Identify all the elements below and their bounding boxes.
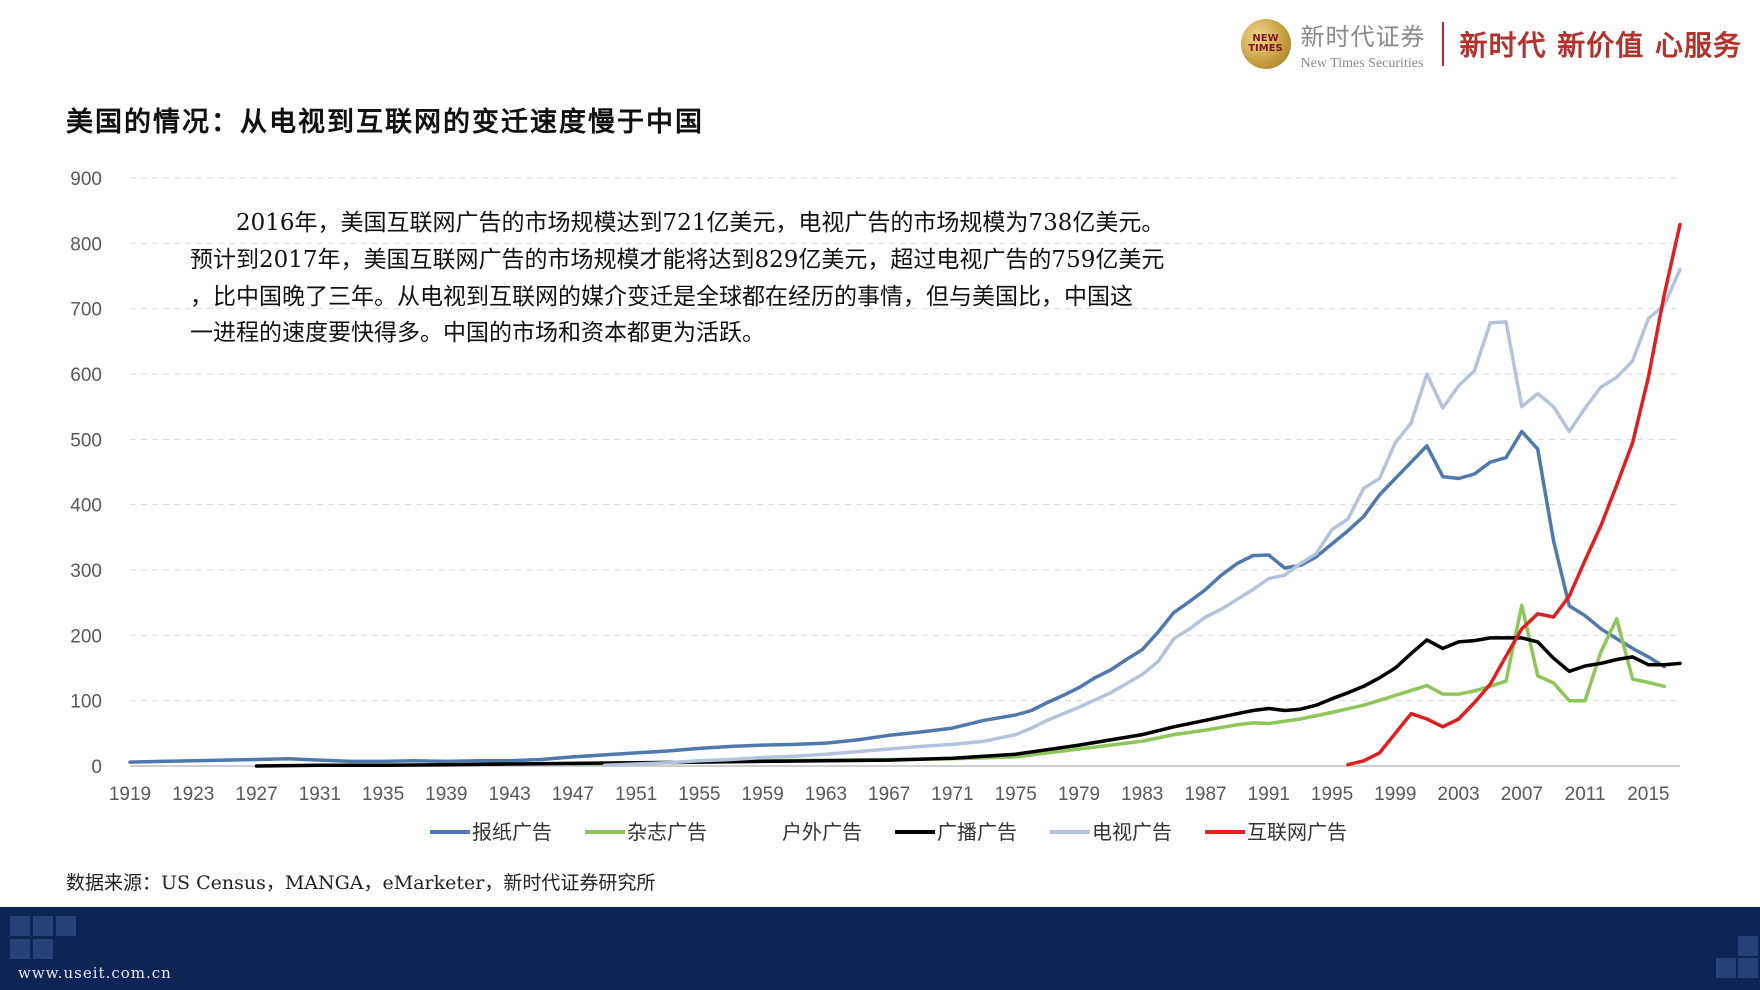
x-tick-label: 1935 bbox=[362, 784, 404, 805]
y-tick-label: 700 bbox=[70, 300, 102, 321]
x-tick-label: 1951 bbox=[615, 784, 657, 805]
footer-url: www.useit.com.cn bbox=[18, 964, 172, 982]
y-tick-label: 500 bbox=[70, 430, 102, 451]
brand-name-en: New Times Securities bbox=[1300, 55, 1424, 71]
footer-decor-square bbox=[1716, 958, 1736, 978]
x-tick-label: 1991 bbox=[1248, 784, 1290, 805]
x-tick-label: 1975 bbox=[995, 784, 1037, 805]
header-logo: NEW TIMES 新时代证券 New Times Securities 新时代… bbox=[1240, 14, 1743, 74]
brand-name-cn: 新时代证券 bbox=[1300, 22, 1426, 51]
y-tick-label: 300 bbox=[70, 561, 102, 582]
footer-decor-square bbox=[10, 916, 30, 936]
y-tick-label: 900 bbox=[70, 169, 102, 190]
x-tick-label: 1919 bbox=[109, 784, 151, 805]
footer-bar bbox=[0, 907, 1760, 990]
x-tick-label: 1923 bbox=[172, 784, 214, 805]
x-tick-label: 1971 bbox=[931, 784, 973, 805]
series-line-newspaper bbox=[128, 429, 1666, 764]
x-tick-label: 1939 bbox=[425, 784, 467, 805]
series-line-radio bbox=[254, 636, 1682, 768]
footer-decor-square bbox=[56, 916, 76, 936]
y-tick-label: 0 bbox=[91, 757, 102, 778]
legend-label-tv: 电视广告 bbox=[1092, 821, 1172, 844]
x-tick-label: 1963 bbox=[805, 784, 847, 805]
line-chart: 0 100 200 300 400 500 600 700 800 900 1919 1923 192… bbox=[70, 169, 1682, 844]
y-tick-label: 400 bbox=[70, 496, 102, 517]
series-line-internet bbox=[1346, 222, 1682, 767]
header-divider bbox=[1441, 22, 1444, 66]
page-title: 美国的情况：从电视到互联网的变迁速度慢于中国 bbox=[66, 107, 704, 138]
x-tick-label: 2011 bbox=[1565, 784, 1606, 805]
y-tick-label: 100 bbox=[70, 692, 102, 713]
x-tick-label: 1999 bbox=[1374, 784, 1416, 805]
footer-decor-square bbox=[10, 939, 30, 959]
x-tick-label: 1947 bbox=[552, 784, 594, 805]
legend-label-magazine: 杂志广告 bbox=[627, 821, 707, 844]
legend-label-radio: 广播广告 bbox=[937, 821, 1017, 844]
x-tick-label: 1931 bbox=[299, 784, 341, 805]
x-tick-label: 1979 bbox=[1058, 784, 1100, 805]
legend-label-outdoor: 户外广告 bbox=[782, 821, 862, 844]
x-tick-label: 2007 bbox=[1501, 784, 1543, 805]
footer-decor-square bbox=[1738, 958, 1758, 978]
legend-label-internet: 互联网广告 bbox=[1247, 821, 1347, 844]
footer-decor-square bbox=[33, 916, 53, 936]
x-tick-label: 2015 bbox=[1627, 784, 1669, 805]
annotation-line-4: 一进程的速度要快得多。中国的市场和资本都更为活跃。 bbox=[190, 320, 765, 346]
x-tick-label: 2003 bbox=[1437, 784, 1479, 805]
annotation-line-3: ，比中国晚了三年。从电视到互联网的媒介变迁是全球都在经历的事情，但与美国比，中国… bbox=[190, 284, 1133, 310]
x-tick-label: 1943 bbox=[488, 784, 530, 805]
x-tick-label: 1987 bbox=[1184, 784, 1226, 805]
brand-block: 新时代证券 New Times Securities bbox=[1301, 17, 1426, 72]
x-tick-label: 1927 bbox=[235, 784, 277, 805]
data-source-note: 数据来源：US Census，MANGA，eMarketer，新时代证券研究所 bbox=[66, 872, 656, 894]
annotation-line-1: 2016年，美国互联网广告的市场规模达到721亿美元，电视广告的市场规模为738… bbox=[190, 210, 1164, 236]
y-tick-label: 600 bbox=[70, 365, 102, 386]
legend-label-newspaper: 报纸广告 bbox=[472, 821, 552, 844]
x-tick-label: 1955 bbox=[678, 784, 720, 805]
footer-decor-square bbox=[1738, 936, 1758, 956]
annotation-line-2: 预计到2017年，美国互联网广告的市场规模才能将达到829亿美元，超过电视广告的… bbox=[190, 247, 1164, 273]
x-tick-label: 1967 bbox=[868, 784, 910, 805]
x-tick-label: 1995 bbox=[1311, 784, 1353, 805]
series-line-tv bbox=[602, 267, 1682, 768]
company-emblem-icon: NEW TIMES bbox=[1240, 19, 1291, 69]
y-tick-label: 200 bbox=[70, 626, 102, 647]
slogan: 新时代 新价值 心服务 bbox=[1459, 29, 1742, 62]
footer-decor-square bbox=[33, 939, 53, 959]
y-tick-label: 800 bbox=[70, 234, 102, 255]
x-tick-label: 1959 bbox=[742, 784, 784, 805]
x-tick-label: 1983 bbox=[1121, 784, 1163, 805]
